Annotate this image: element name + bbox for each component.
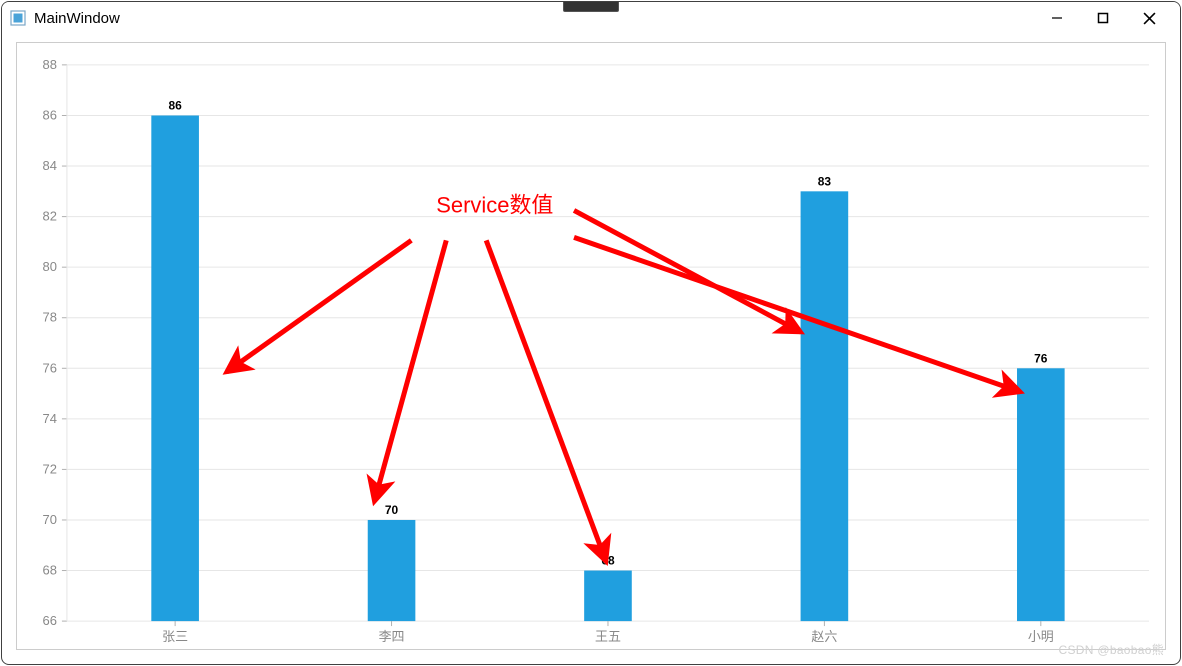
chart-container: 66 68 70 72 74 76 78 80 82 84 86 88 张三 86 李四 70 王五 68 赵六 83…	[16, 42, 1166, 650]
bar-value-label: 76	[1034, 351, 1048, 365]
svg-text:76: 76	[42, 360, 56, 375]
svg-text:86: 86	[42, 107, 56, 122]
svg-text:84: 84	[42, 158, 56, 173]
window-controls	[1034, 2, 1172, 34]
bar: 86	[151, 99, 199, 622]
bar-value-label: 83	[818, 174, 832, 188]
annotation-arrow	[374, 240, 446, 501]
maximize-button[interactable]	[1080, 2, 1126, 34]
category-label: 王五	[595, 629, 621, 644]
app-icon	[10, 10, 26, 26]
category-label: 张三	[162, 629, 188, 644]
watermark-text: CSDN @baobao熊	[1059, 641, 1164, 658]
annotation-arrow	[486, 240, 606, 561]
bar: 83	[801, 174, 849, 621]
svg-text:68: 68	[42, 563, 56, 578]
annotation-arrow	[574, 210, 801, 332]
bar-value-label: 70	[385, 503, 399, 517]
svg-text:70: 70	[42, 512, 56, 527]
close-button[interactable]	[1126, 2, 1172, 34]
window-title: MainWindow	[34, 10, 1034, 27]
category-label: 小明	[1028, 629, 1054, 644]
category-label: 李四	[379, 629, 405, 644]
category-label: 赵六	[811, 629, 837, 644]
svg-text:82: 82	[42, 209, 56, 224]
annotation-arrow	[227, 240, 412, 372]
minimize-button[interactable]	[1034, 2, 1080, 34]
svg-text:72: 72	[42, 461, 56, 476]
bar: 76	[1017, 351, 1065, 621]
svg-text:66: 66	[42, 613, 56, 628]
svg-text:80: 80	[42, 259, 56, 274]
bar-chart: 66 68 70 72 74 76 78 80 82 84 86 88 张三 86 李四 70 王五 68 赵六 83…	[17, 43, 1165, 649]
window-drag-handle[interactable]	[563, 2, 619, 12]
bar-value-label: 86	[168, 99, 182, 113]
svg-text:74: 74	[42, 411, 56, 426]
svg-text:88: 88	[42, 57, 56, 72]
svg-text:78: 78	[42, 310, 56, 325]
application-window: MainWindow 66 68 70 72 74 76 78 80 82 84 86 88 张三 86 李…	[1, 1, 1181, 665]
annotation-label: Service数值	[436, 192, 553, 217]
bar: 68	[584, 554, 632, 622]
bar: 70	[368, 503, 416, 621]
